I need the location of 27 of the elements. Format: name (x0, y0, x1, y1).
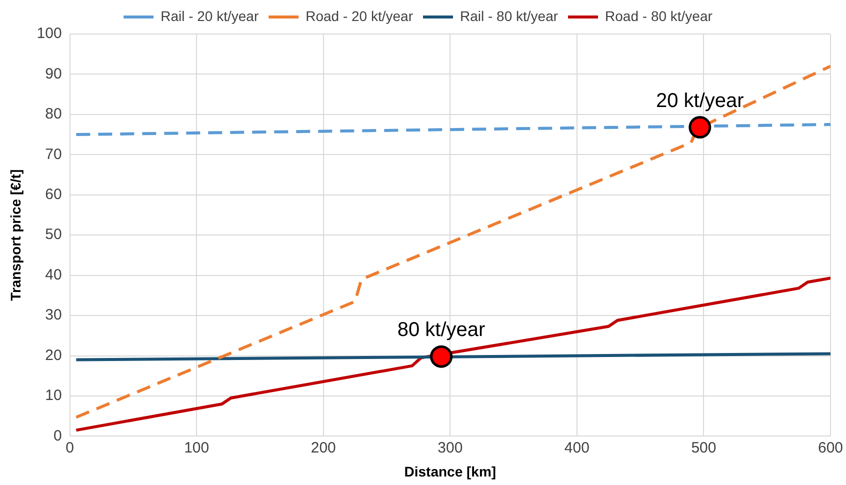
y-tick-label: 100 (36, 25, 62, 42)
x-axis-title: Distance [km] (404, 463, 496, 480)
y-tick-label: 60 (45, 186, 62, 204)
annotation: 80 kt/year (397, 319, 486, 342)
x-tick-label: 500 (691, 439, 716, 456)
legend-label: Road - 20 kt/year (306, 8, 414, 24)
y-axis-title: Transport price [€/t] (7, 169, 24, 301)
x-tick-label: 200 (310, 439, 336, 456)
y-tick-label: 80 (45, 106, 62, 123)
y-tick-label: 50 (45, 226, 62, 244)
x-tick-label: 400 (564, 439, 590, 456)
x-tick-label: 100 (184, 439, 210, 456)
y-tick-label: 30 (45, 306, 62, 324)
y-tick-label: 70 (45, 146, 62, 163)
legend-label: Rail - 80 kt/year (460, 8, 558, 24)
annotation: 20 kt/year (656, 90, 744, 112)
y-tick-label: 20 (45, 346, 62, 364)
y-tick-label: 40 (45, 266, 62, 284)
y-tick-label: 0 (53, 427, 62, 444)
legend-label: Road - 80 kt/year (605, 8, 713, 24)
y-tick-label: 90 (45, 65, 62, 82)
x-tick-label: 0 (66, 439, 74, 456)
legend-label: Rail - 20 kt/year (160, 8, 259, 24)
y-tick-label: 10 (45, 387, 62, 404)
x-tick-label: 300 (438, 439, 463, 456)
line-series (74, 64, 830, 419)
x-tick-label: 600 (818, 439, 843, 456)
